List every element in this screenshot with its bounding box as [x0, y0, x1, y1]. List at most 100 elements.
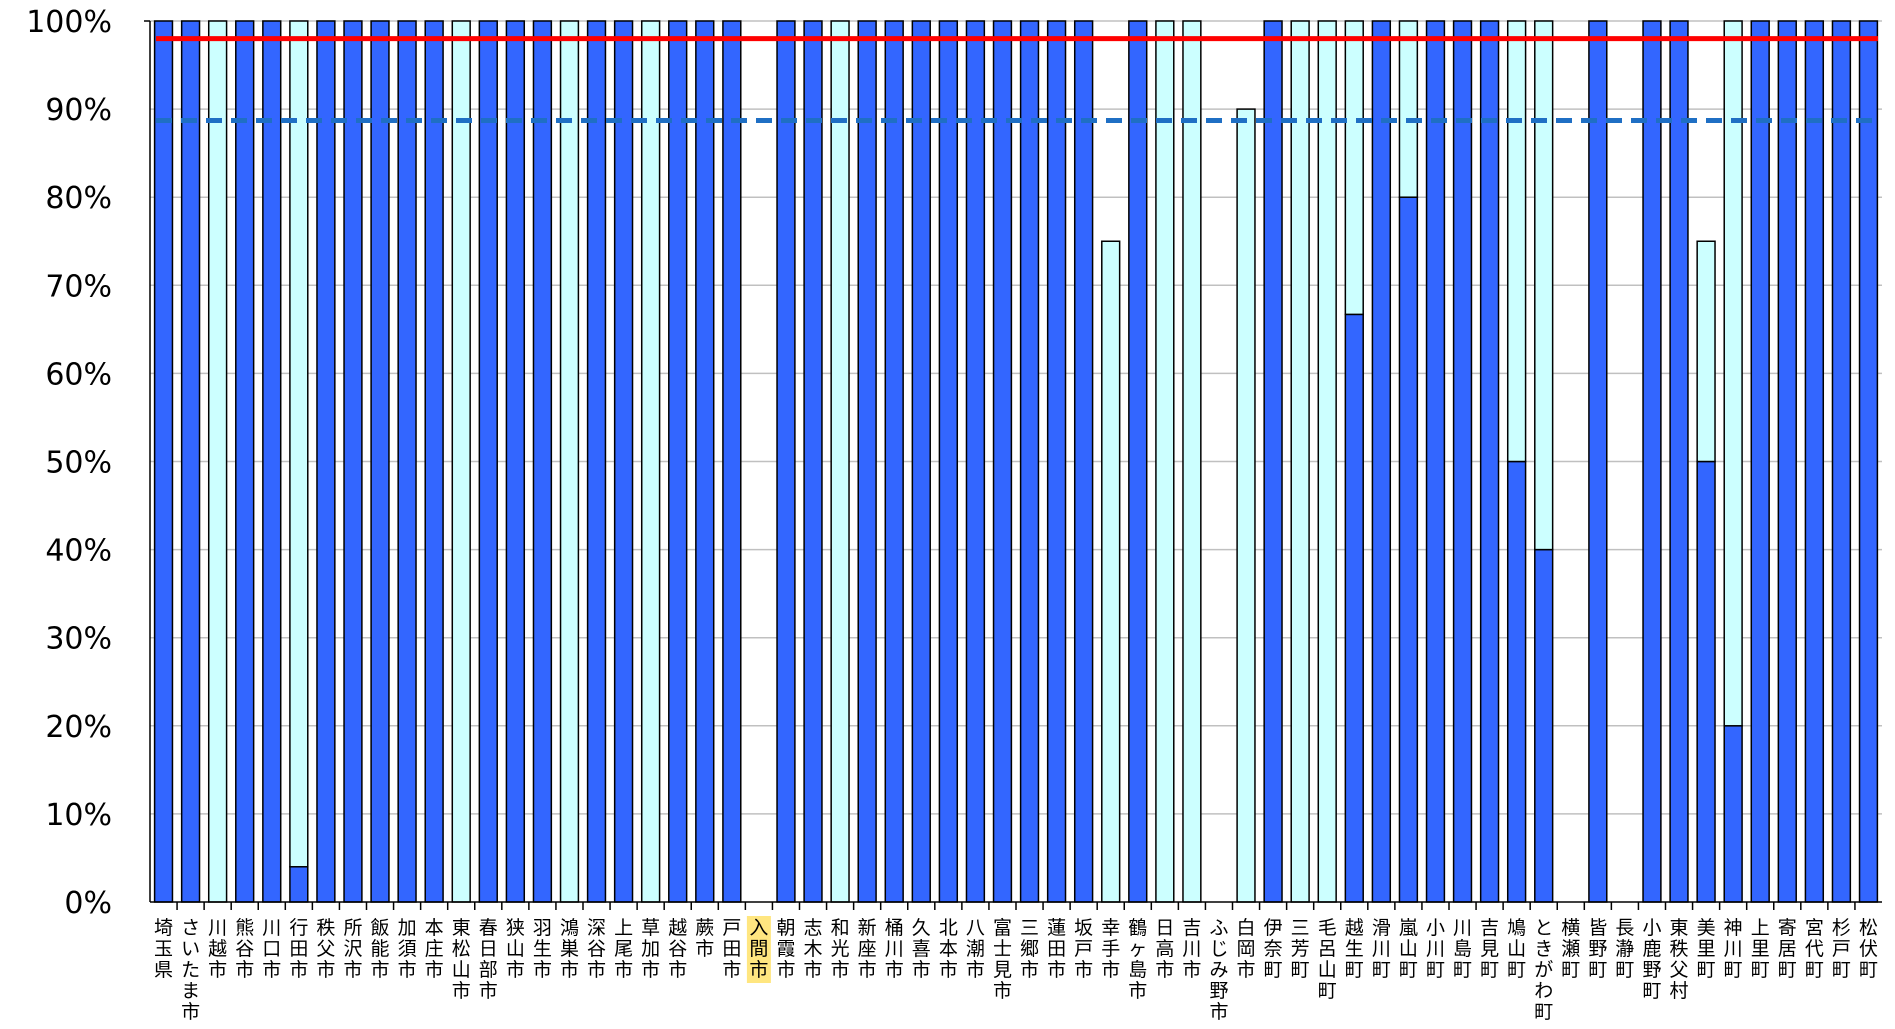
- y-tick-label: 100%: [26, 5, 112, 40]
- bar-series1: [1804, 20, 1825, 903]
- bar-series1: [911, 20, 931, 903]
- bar-series2: [289, 20, 309, 868]
- x-category-label: 皆野町: [1588, 917, 1607, 981]
- x-category-label: 寄居町: [1778, 917, 1797, 981]
- y-tick-label: 70%: [45, 269, 112, 304]
- x-category-label: 所沢市: [343, 917, 362, 981]
- x-category-label: 鳩山町: [1507, 917, 1526, 981]
- x-category-label: 滑川町: [1372, 917, 1391, 981]
- bar-series1: [884, 20, 904, 903]
- x-category-label: 吉川市: [1182, 917, 1201, 981]
- x-category-label: 行田市: [289, 917, 308, 981]
- bar-series1: [289, 866, 309, 903]
- x-category-label: 小川町: [1426, 917, 1445, 981]
- bar-series2: [1317, 20, 1337, 903]
- x-category-label: 東秩父村: [1670, 917, 1689, 1002]
- bar-series1: [613, 20, 634, 903]
- bar-series1: [695, 20, 715, 903]
- x-category-label: 杉戸町: [1832, 917, 1851, 981]
- x-category-label: 上尾市: [614, 917, 633, 981]
- x-category-label: ときがわ町: [1534, 917, 1553, 1023]
- x-category-label: 深谷市: [587, 917, 606, 981]
- x-category-label: 越谷市: [668, 917, 687, 981]
- x-category-label: 幸手市: [1101, 917, 1120, 981]
- y-tick-label: 30%: [45, 622, 112, 657]
- bar-series1: [992, 20, 1013, 903]
- x-category-label: 飯能市: [371, 917, 390, 981]
- x-category-label: 狭山市: [506, 917, 525, 981]
- x-category-label: 富士見市: [993, 917, 1012, 1002]
- x-category-label: 北本市: [939, 917, 958, 981]
- x-category-label: 熊谷市: [235, 917, 254, 981]
- bar-series1: [505, 20, 526, 903]
- bar-series1: [180, 20, 201, 903]
- bar-series1: [153, 20, 174, 903]
- bar-series1: [262, 20, 282, 903]
- x-category-label: 桶川市: [885, 917, 904, 981]
- bar-series1: [1534, 548, 1554, 903]
- x-category-label: 上里町: [1751, 917, 1770, 981]
- bar-series1: [478, 20, 498, 903]
- bar-series2: [1236, 108, 1256, 903]
- bar-series1: [803, 20, 823, 903]
- x-category-label: 神川町: [1724, 917, 1743, 981]
- x-category-label: 埼玉県: [154, 917, 173, 981]
- bar-series1: [668, 20, 688, 903]
- bar-series1: [1479, 20, 1500, 903]
- bar-series1: [1398, 196, 1419, 903]
- x-category-label: 戸田市: [722, 917, 741, 981]
- bar-series2: [1155, 20, 1175, 903]
- y-tick-label: 40%: [45, 534, 112, 569]
- bar-series1: [1263, 20, 1283, 903]
- bar-series1: [1642, 20, 1662, 903]
- bar-series1: [1019, 20, 1040, 903]
- y-tick-label: 10%: [45, 798, 112, 833]
- bar-series1: [235, 20, 255, 903]
- x-category-label: 伊奈町: [1264, 917, 1283, 981]
- x-category-label: 本庄市: [425, 917, 444, 981]
- x-category-label: 東松山市: [452, 917, 471, 1002]
- bar-series1: [1669, 20, 1689, 903]
- x-category-label: 白岡市: [1237, 917, 1256, 981]
- x-category-label: 嵐山町: [1399, 917, 1418, 981]
- x-category-label: 久喜市: [912, 917, 931, 981]
- bar-series1: [1452, 20, 1473, 903]
- bar-series2: [830, 20, 850, 903]
- bar-series1: [424, 20, 444, 903]
- y-tick-label: 60%: [45, 357, 112, 392]
- x-category-label: 蓮田市: [1047, 917, 1066, 981]
- bar-series1: [316, 20, 336, 903]
- bar-series1: [370, 20, 390, 903]
- x-category-label: 秩父市: [316, 917, 335, 981]
- x-category-label: 川口市: [262, 917, 281, 981]
- x-category-label: 鶴ヶ島市: [1128, 917, 1147, 1002]
- bar-series1: [1425, 20, 1446, 903]
- bar-series2: [1534, 20, 1554, 551]
- x-category-label: 羽生市: [533, 917, 552, 981]
- bar-series1: [586, 20, 607, 903]
- bar-series1: [1858, 20, 1879, 903]
- bar-series1: [1344, 313, 1364, 903]
- bar-series2: [1101, 240, 1121, 903]
- x-category-label: さいたま市: [181, 917, 200, 1023]
- x-category-label: 三芳町: [1291, 917, 1310, 981]
- x-category-label: 三郷市: [1020, 917, 1039, 981]
- bar-series1: [1588, 20, 1608, 903]
- y-tick-label: 90%: [45, 93, 112, 128]
- y-tick-label: 80%: [45, 181, 112, 216]
- bar-series1: [397, 20, 417, 903]
- bar-series2: [1344, 20, 1364, 316]
- x-category-label: 朝霞市: [776, 917, 795, 981]
- highlight-label-bg: [746, 916, 771, 983]
- bar-series1: [1371, 20, 1392, 903]
- y-tick-label: 20%: [45, 710, 112, 745]
- x-category-label: 鴻巣市: [560, 917, 579, 981]
- x-category-label: 和光市: [831, 917, 850, 981]
- x-category-label: 蕨市: [695, 917, 714, 960]
- bar-series1: [1128, 20, 1148, 903]
- bar-series1: [857, 20, 877, 903]
- bar-series1: [532, 20, 553, 903]
- x-category-label: 川島町: [1453, 917, 1472, 981]
- x-category-label: 春日部市: [479, 917, 498, 1002]
